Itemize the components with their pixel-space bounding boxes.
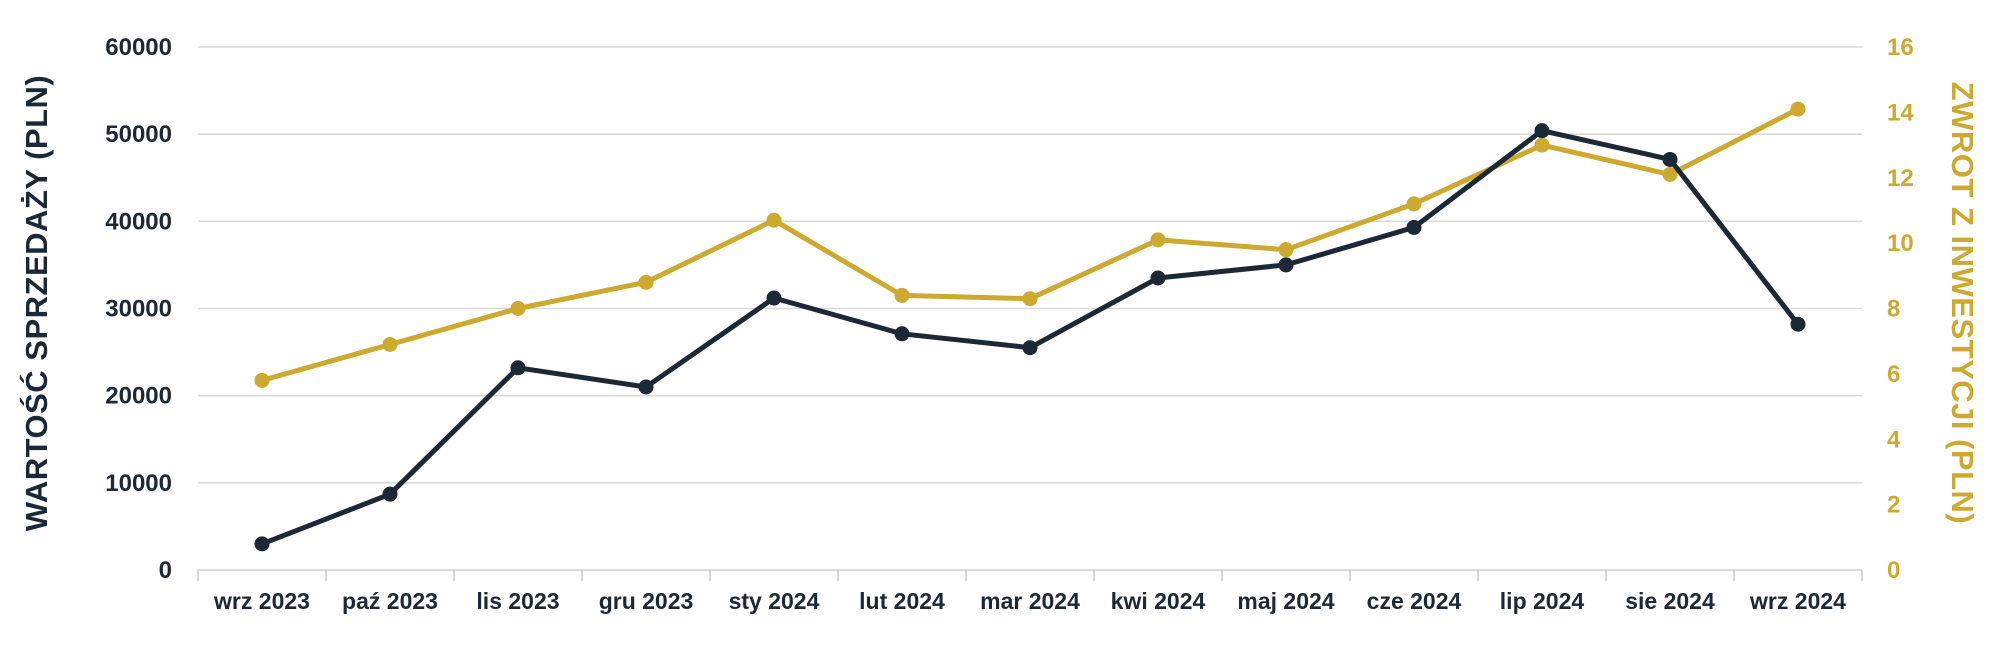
data-point-right [1662, 166, 1678, 182]
data-point-left [1150, 270, 1166, 286]
data-point-left [254, 536, 270, 552]
data-point-left [894, 326, 910, 342]
series-right [254, 101, 1806, 388]
x-axis [197, 569, 1863, 581]
data-point-right [1150, 232, 1166, 248]
y-right-tick-label: 16 [1887, 34, 1914, 61]
y-right-tick-label: 4 [1887, 426, 1901, 453]
x-tick-label: mar 2024 [980, 588, 1080, 614]
y-axis-right-label: ZWROT Z INWESTYCJI (PLN) [1945, 82, 1980, 525]
y-right-tick-label: 12 [1887, 165, 1914, 192]
data-point-right [766, 212, 782, 228]
data-point-right [382, 336, 398, 352]
y-left-tick-label: 20000 [105, 383, 172, 410]
y-right-tick-label: 2 [1887, 492, 1900, 519]
data-point-left [1022, 340, 1038, 356]
series-line-right [259, 106, 1801, 383]
x-tick-label: paź 2023 [342, 588, 438, 614]
y-left-tick-label: 30000 [105, 296, 172, 323]
data-point-left [1534, 123, 1550, 139]
y-left-tick-label: 50000 [105, 121, 172, 148]
data-point-left [1790, 316, 1806, 332]
x-tick-label: maj 2024 [1237, 588, 1334, 614]
y-left-tick-label: 10000 [105, 470, 172, 497]
y-right-tick-label: 0 [1887, 557, 1900, 584]
y-left-tick-label: 40000 [105, 208, 172, 235]
y-axis-right-ticks: 0 2 4 6 8 10 12 14 16 [1887, 34, 1914, 584]
x-tick-label: sty 2024 [729, 588, 820, 614]
y-axis-left-label: WARTOŚĆ SPRZEDAŻY (PLN) [18, 75, 54, 531]
x-tick-label: wrz 2024 [1749, 588, 1846, 614]
series-left [254, 123, 1806, 552]
x-axis-ticks: wrz 2023 paź 2023 lis 2023 gru 2023 sty 2024… [213, 588, 1846, 614]
x-tick-label: kwi 2024 [1111, 588, 1206, 614]
data-point-left [382, 486, 398, 502]
x-tick-label: cze 2024 [1367, 588, 1462, 614]
data-point-right [1790, 101, 1806, 117]
data-point-left [1278, 257, 1294, 273]
y-left-tick-label: 0 [159, 557, 172, 584]
x-tick-label: wrz 2023 [213, 588, 310, 614]
data-point-right [510, 301, 526, 316]
data-point-right [894, 287, 910, 303]
data-point-right [1022, 291, 1038, 307]
series-line-left [259, 128, 1801, 547]
data-point-left [1406, 219, 1422, 235]
grid-lines [198, 46, 1862, 484]
y-axis-left-ticks: 0 10000 20000 30000 40000 50000 60000 [105, 34, 172, 584]
data-point-right [1406, 196, 1422, 212]
data-point-right [638, 274, 654, 290]
x-tick-label: gru 2023 [599, 588, 694, 614]
x-tick-label: lip 2024 [1500, 588, 1585, 614]
data-point-right [1534, 137, 1550, 153]
data-point-left [510, 360, 526, 376]
data-point-right [254, 372, 270, 388]
y-right-tick-label: 14 [1887, 99, 1914, 126]
y-right-tick-label: 8 [1887, 296, 1900, 323]
data-point-left [766, 290, 782, 306]
y-right-tick-label: 10 [1887, 230, 1914, 257]
data-point-left [1662, 151, 1678, 167]
series-layer [254, 101, 1806, 552]
x-tick-label: sie 2024 [1625, 588, 1715, 614]
data-point-right [1278, 242, 1294, 258]
data-point-left [638, 379, 654, 395]
y-left-tick-label: 60000 [105, 34, 172, 61]
y-right-tick-label: 6 [1887, 361, 1900, 388]
x-tick-label: lut 2024 [859, 588, 945, 614]
x-tick-label: lis 2023 [476, 588, 559, 614]
